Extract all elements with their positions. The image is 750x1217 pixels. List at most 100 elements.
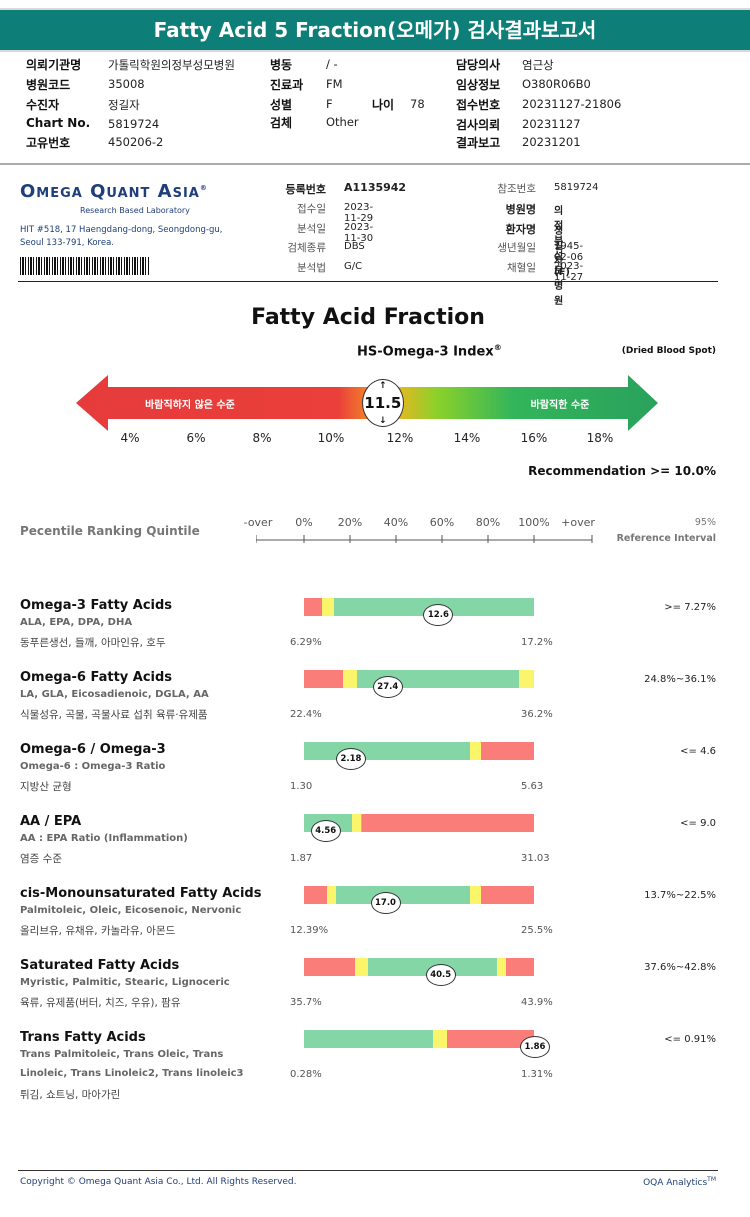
field-label: Chart No. — [26, 116, 91, 130]
row-food-sources: 지방산 균형 — [20, 781, 72, 793]
reg-label: 생년월일 — [497, 242, 536, 254]
index-value-marker: 11.5 ↑ ↓ — [361, 379, 404, 427]
age-label: 나이 — [372, 98, 395, 112]
row-title: Omega-6 Fatty Acids — [20, 670, 173, 685]
reg-label: 접수일 — [297, 203, 326, 215]
field-label: 결과보고 — [456, 136, 501, 150]
reg-label: 등록번호 — [285, 183, 326, 196]
reg-value: 정길자 (F) — [554, 226, 570, 278]
row-subtitle: Palmitoleic, Oleic, Eicosenoic, Nervonic — [20, 905, 242, 916]
bar-segment-yellow — [354, 958, 369, 976]
footer-divider — [18, 1170, 718, 1171]
reg-value: 1945-02-06 — [554, 241, 584, 263]
gauge-scale-label: 4% — [120, 431, 140, 445]
bar-segment-yellow — [432, 1030, 447, 1048]
percentile-tick-label: 0% — [295, 516, 313, 529]
main-title: Fatty Acid Fraction — [251, 305, 485, 330]
reg-value: A1135942 — [344, 181, 407, 194]
field-value: 20231127 — [522, 117, 581, 131]
age-value: 78 — [410, 97, 425, 111]
reg-value: 2023-11-29 — [344, 202, 374, 224]
row-title: Omega-3 Fatty Acids — [20, 598, 173, 613]
reg-label: 환자명 — [505, 223, 536, 236]
value-marker: 17.0 — [370, 892, 401, 914]
row-subtitle: AA : EPA Ratio (Inflammation) — [20, 833, 188, 844]
row-food-sources: 식물성유, 곡물, 곡물사료 섭취 육류·유제품 — [20, 709, 208, 721]
reg-value: 2023-11-30 — [344, 222, 374, 244]
field-label: 접수번호 — [456, 98, 501, 112]
gauge-scale-label: 8% — [252, 431, 272, 445]
gauge-scale-label: 12% — [386, 431, 414, 445]
bar-segment-red — [304, 598, 323, 616]
value-marker: 1.86 — [520, 1036, 550, 1058]
field-label: 임상정보 — [456, 78, 501, 92]
field-label: 진료과 — [270, 78, 304, 92]
reg-label: 분석법 — [297, 262, 326, 274]
sample-note: (Dried Blood Spot) — [621, 346, 716, 356]
reg-value: G/C — [344, 261, 363, 272]
bar-segment-yellow — [343, 670, 357, 688]
bar-segment-yellow — [327, 886, 337, 904]
range-low: 0.28% — [290, 1069, 322, 1080]
percentile-bar — [304, 958, 534, 976]
row-subtitle-2: Linoleic, Trans Linoleic2, Trans linolei… — [20, 1068, 244, 1079]
lab-tagline: Research Based Laboratory — [80, 206, 190, 215]
field-value: O380R06B0 — [522, 77, 591, 91]
bar-segment-yellow — [519, 670, 534, 688]
row-subtitle: ALA, EPA, DPA, DHA — [20, 617, 133, 628]
percentile-bar — [304, 814, 534, 832]
row-subtitle: Myristic, Palmitic, Stearic, Lignoceric — [20, 977, 230, 988]
gauge-high-label: 바람직한 수준 — [530, 400, 590, 411]
reg-label: 참조번호 — [497, 183, 536, 195]
gauge-scale-label: 18% — [586, 431, 614, 445]
row-title: cis-Monounsaturated Fatty Acids — [20, 886, 262, 901]
range-high: 31.03 — [521, 853, 550, 864]
field-label: 의뢰기관명 — [26, 58, 82, 72]
bar-segment-yellow — [497, 958, 507, 976]
reg-value: 5819724 — [554, 182, 599, 193]
reference-interval: 24.8%~36.1% — [644, 674, 716, 685]
reg-label: 분석일 — [297, 223, 326, 235]
range-high: 1.31% — [521, 1069, 553, 1080]
reference-interval: <= 4.6 — [680, 746, 716, 757]
bar-segment-red — [304, 670, 344, 688]
row-food-sources: 동푸른생선, 들깨, 아마인유, 호두 — [20, 637, 166, 649]
field-value: 정길자 — [108, 98, 140, 112]
percentile-tick-label: 20% — [337, 516, 363, 529]
bar-segment-red — [506, 958, 534, 976]
row-food-sources: 튀김, 쇼트닝, 마아가린 — [20, 1089, 121, 1101]
reference-interval: >= 7.27% — [664, 602, 716, 613]
percentile-tick-label: +over — [561, 516, 595, 529]
section-divider — [18, 281, 718, 282]
row-subtitle: Omega-6 : Omega-3 Ratio — [20, 761, 166, 772]
reg-label: 검체종류 — [287, 242, 326, 254]
field-value: 450206-2 — [108, 135, 164, 149]
field-label: 성별 — [270, 98, 293, 112]
bar-segment-red — [361, 814, 534, 832]
range-high: 43.9% — [521, 997, 553, 1008]
reg-value: DBS — [344, 241, 365, 252]
gauge-scale-label: 14% — [453, 431, 481, 445]
field-value: 20231127-21806 — [522, 97, 622, 111]
field-value: Other — [326, 115, 359, 129]
field-value: FM — [326, 77, 343, 91]
field-value: 가톨릭학원의정부성모병원 — [108, 58, 235, 72]
value-marker: 4.56 — [310, 820, 341, 842]
marker-up-tick: ↑ — [379, 381, 387, 391]
value-marker: 12.6 — [423, 604, 454, 626]
field-label: 수진자 — [26, 98, 60, 112]
lab-logo: Omega Quant Asia® — [20, 181, 208, 202]
barcode — [20, 257, 150, 275]
row-title: AA / EPA — [20, 814, 82, 829]
reference-interval: <= 9.0 — [680, 818, 716, 829]
value-marker: 2.18 — [336, 748, 366, 770]
reference-interval: <= 0.91% — [664, 1034, 716, 1045]
reg-value: 2023-11-27 — [554, 261, 584, 283]
range-low: 22.4% — [290, 709, 322, 720]
bar-segment-yellow — [469, 742, 482, 760]
bar-segment-yellow — [352, 814, 362, 832]
percentile-bar — [304, 886, 534, 904]
range-low: 6.29% — [290, 637, 322, 648]
footer-brand: OQA AnalyticsTM — [643, 1176, 716, 1188]
row-title: Trans Fatty Acids — [20, 1030, 146, 1045]
